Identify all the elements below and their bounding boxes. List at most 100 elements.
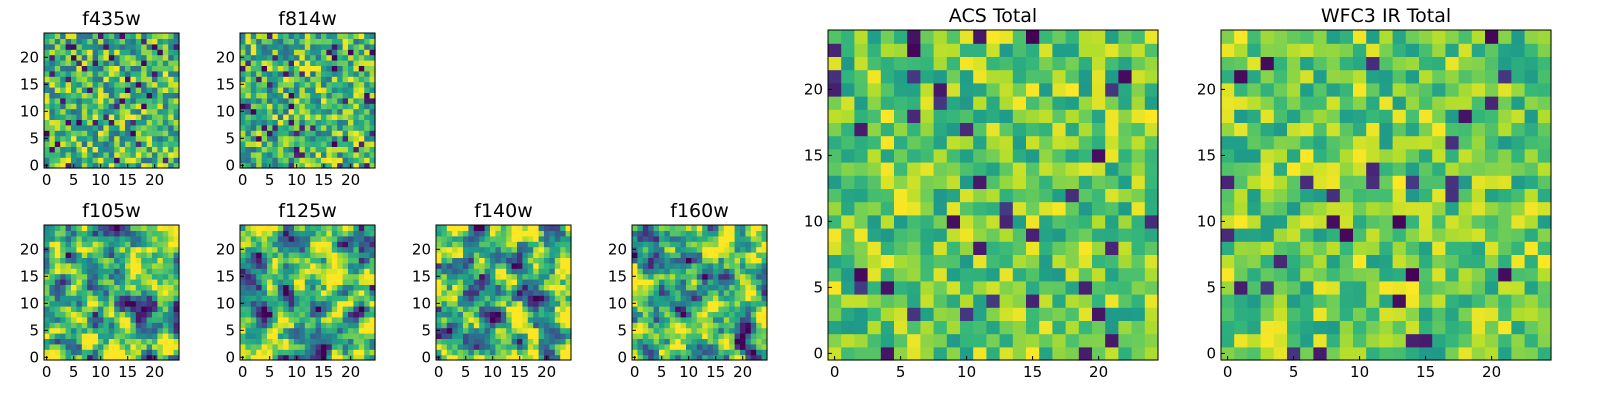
heatmap-cell bbox=[353, 162, 360, 169]
heatmap-cell bbox=[299, 246, 306, 253]
heatmap-cell bbox=[1221, 122, 1235, 137]
heatmap-cell bbox=[1313, 175, 1328, 189]
heatmap-cell bbox=[446, 343, 453, 350]
y-tick-label: 15 bbox=[20, 267, 39, 285]
heatmap-cell bbox=[436, 284, 442, 291]
heatmap-cell bbox=[907, 135, 921, 150]
heatmap-cell bbox=[310, 81, 317, 88]
heatmap-cell bbox=[98, 103, 104, 110]
heatmap-cell bbox=[315, 114, 322, 120]
heatmap-cell bbox=[353, 70, 360, 77]
heatmap-cell bbox=[256, 124, 263, 131]
heatmap-cell bbox=[326, 235, 333, 242]
heatmap-cell bbox=[479, 225, 486, 231]
heatmap-cell bbox=[533, 225, 540, 231]
heatmap-cell bbox=[315, 54, 322, 61]
heatmap-cell bbox=[441, 235, 448, 242]
heatmap-cell bbox=[146, 162, 153, 169]
heatmap-cell bbox=[1339, 280, 1354, 295]
heatmap-cell bbox=[168, 141, 175, 147]
heatmap-cell bbox=[342, 103, 349, 110]
heatmap-cell bbox=[522, 230, 529, 237]
heatmap-cell bbox=[261, 119, 268, 126]
heatmap-cell bbox=[740, 333, 746, 339]
heatmap-cell bbox=[173, 235, 180, 242]
heatmap-cell bbox=[81, 162, 88, 169]
heatmap-cell bbox=[828, 267, 842, 282]
heatmap-cell bbox=[103, 246, 110, 253]
heatmap-cell bbox=[331, 262, 338, 269]
heatmap-cell bbox=[348, 54, 354, 61]
heatmap-cell bbox=[310, 316, 317, 323]
heatmap-cell bbox=[702, 295, 709, 302]
heatmap-cell bbox=[267, 43, 273, 50]
heatmap-cell bbox=[522, 284, 529, 291]
x-tick-label: 5 bbox=[461, 363, 471, 381]
heatmap-cell bbox=[538, 338, 545, 345]
heatmap-cell bbox=[65, 157, 72, 164]
heatmap-cell bbox=[321, 130, 327, 137]
heatmap-cell bbox=[87, 235, 94, 242]
heatmap-cell bbox=[98, 33, 104, 39]
heatmap-cell bbox=[250, 343, 257, 350]
heatmap-cell bbox=[664, 252, 671, 258]
heatmap-cell bbox=[369, 273, 376, 280]
heatmap-cell bbox=[135, 130, 142, 137]
heatmap-cell bbox=[973, 228, 987, 242]
heatmap-cell bbox=[272, 146, 279, 153]
heatmap-cell bbox=[54, 262, 61, 269]
heatmap-cell bbox=[702, 349, 709, 356]
heatmap-cell bbox=[1485, 254, 1499, 269]
heatmap-cell bbox=[1273, 267, 1288, 282]
heatmap-cell bbox=[44, 268, 50, 275]
heatmap-cell bbox=[1313, 320, 1328, 335]
heatmap-cell bbox=[734, 235, 741, 242]
heatmap-cell bbox=[76, 289, 83, 296]
heatmap-cell bbox=[304, 289, 311, 296]
heatmap-cell bbox=[54, 327, 61, 334]
heatmap-cell bbox=[490, 241, 496, 248]
heatmap-cell bbox=[250, 225, 257, 231]
heatmap-cell bbox=[446, 235, 453, 242]
heatmap-cell bbox=[98, 311, 104, 318]
heatmap-cell bbox=[1026, 69, 1040, 84]
heatmap-cell bbox=[960, 241, 974, 255]
heatmap-cell bbox=[637, 354, 644, 361]
heatmap-cell bbox=[277, 114, 284, 120]
heatmap-cell bbox=[245, 92, 252, 99]
y-tick-label: 15 bbox=[804, 146, 823, 164]
heatmap-cell bbox=[495, 327, 502, 334]
heatmap-cell bbox=[490, 252, 496, 258]
heatmap-cell bbox=[1339, 254, 1354, 269]
heatmap-cell bbox=[108, 257, 115, 264]
heatmap-cell bbox=[565, 246, 572, 253]
heatmap-cell bbox=[326, 81, 333, 88]
heatmap-cell bbox=[277, 146, 284, 153]
heatmap-cell bbox=[326, 43, 333, 50]
heatmap-cell bbox=[173, 289, 180, 296]
heatmap-cell bbox=[358, 38, 365, 45]
heatmap-cell bbox=[1118, 30, 1133, 44]
heatmap-cell bbox=[76, 284, 83, 291]
heatmap-cell bbox=[152, 235, 158, 242]
heatmap-cell bbox=[920, 135, 935, 150]
heatmap-cell bbox=[1105, 280, 1119, 295]
heatmap-cell bbox=[92, 87, 99, 93]
heatmap-cell bbox=[326, 316, 333, 323]
y-tick-label: 5 bbox=[29, 321, 39, 339]
heatmap-cell bbox=[310, 97, 317, 104]
heatmap-cell bbox=[648, 262, 655, 269]
heatmap-cell bbox=[986, 188, 1001, 203]
heatmap-cell bbox=[446, 246, 453, 253]
heatmap-cell bbox=[907, 346, 921, 361]
heatmap-cell bbox=[1234, 346, 1248, 361]
heatmap-cell bbox=[1353, 148, 1367, 163]
heatmap-cell bbox=[245, 257, 252, 264]
heatmap-cell bbox=[648, 322, 655, 329]
heatmap-cell bbox=[130, 311, 137, 318]
heatmap-cell bbox=[538, 295, 545, 302]
heatmap-cell bbox=[920, 228, 935, 242]
heatmap-cell bbox=[506, 225, 513, 231]
heatmap-cell bbox=[642, 289, 649, 296]
heatmap-cell bbox=[538, 225, 545, 231]
